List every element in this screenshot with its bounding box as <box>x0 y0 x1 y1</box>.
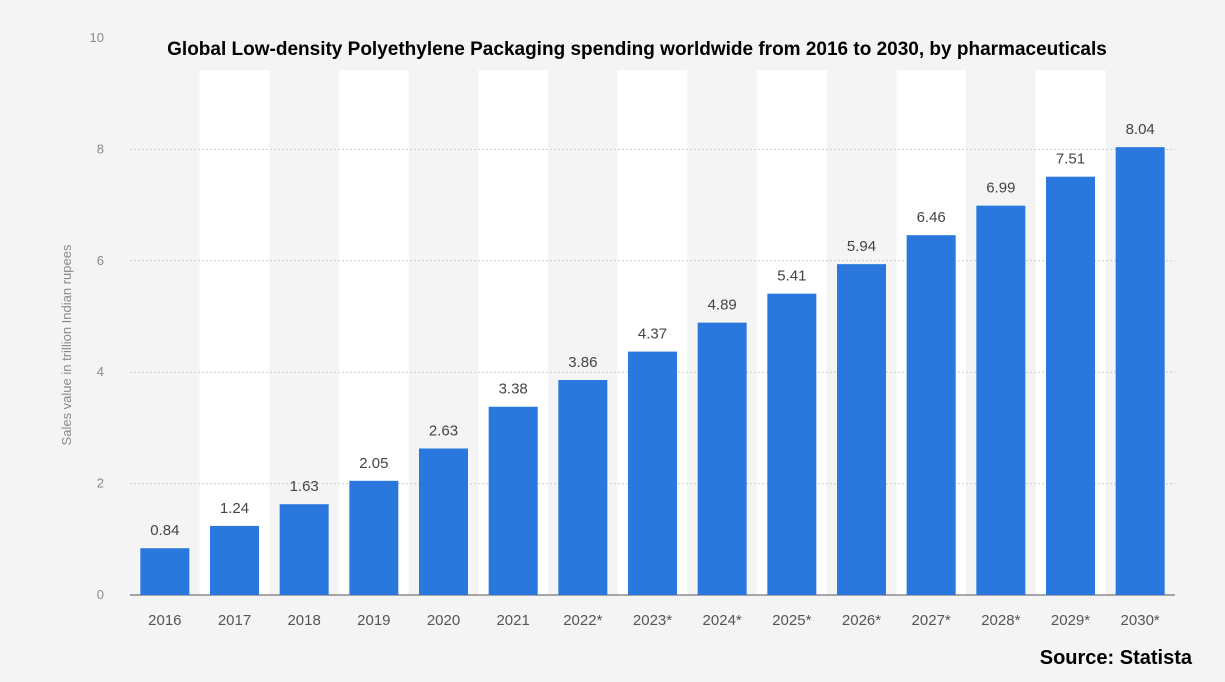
bar <box>349 480 399 595</box>
bar <box>1046 176 1095 595</box>
bar <box>488 406 538 595</box>
x-tick-label: 2018 <box>287 612 320 629</box>
value-label: 8.04 <box>1126 121 1155 138</box>
bar <box>279 504 329 595</box>
x-tick-label: 2024* <box>703 612 742 629</box>
x-tick-label: 2019 <box>357 612 390 629</box>
bar <box>1115 147 1165 595</box>
x-tick-label: 2028* <box>981 612 1020 629</box>
x-tick-label: 2022* <box>563 612 602 629</box>
x-tick-label: 2020 <box>427 612 460 629</box>
value-label: 1.63 <box>290 478 319 495</box>
x-tick-label: 2027* <box>912 612 951 629</box>
y-tick-label: 6 <box>97 253 104 268</box>
bar <box>976 205 1026 596</box>
value-label: 0.84 <box>150 522 179 539</box>
value-label: 2.05 <box>359 455 388 472</box>
x-tick-label: 2017 <box>218 612 251 629</box>
y-tick-label: 0 <box>97 587 104 602</box>
bar <box>558 379 608 595</box>
value-labels: 0.84 1.24 1.63 2.05 2.63 3.38 3.86 4.37 4.89 5.41… <box>150 121 1155 539</box>
bar <box>419 448 468 595</box>
x-tick-label: 2016 <box>148 612 181 629</box>
bar <box>628 351 677 595</box>
source-note: Source: Statista <box>1040 647 1193 669</box>
x-tick-label: 2026* <box>842 612 881 629</box>
y-tick-label: 2 <box>97 476 104 491</box>
value-label: 5.94 <box>847 238 876 255</box>
x-tick-label: 2029* <box>1051 612 1090 629</box>
value-label: 4.37 <box>638 326 667 343</box>
value-label: 5.41 <box>777 268 806 285</box>
value-label: 7.51 <box>1056 151 1085 168</box>
x-tick-label: 2023* <box>633 612 672 629</box>
value-label: 6.99 <box>986 180 1015 197</box>
value-label: 3.86 <box>568 354 597 371</box>
bar <box>837 264 886 595</box>
value-label: 1.24 <box>220 500 249 517</box>
column-band <box>199 70 270 595</box>
bar <box>697 322 747 595</box>
y-tick-label: 4 <box>97 364 104 379</box>
bar <box>140 548 190 595</box>
y-axis-ticks: 0 2 4 6 8 10 <box>90 30 104 602</box>
value-label: 4.89 <box>708 297 737 314</box>
x-tick-label: 2030* <box>1121 612 1160 629</box>
bar <box>906 235 956 596</box>
x-tick-label: 2021 <box>496 612 529 629</box>
y-tick-label: 8 <box>97 141 104 156</box>
value-label: 2.63 <box>429 423 458 440</box>
bar <box>210 525 259 595</box>
y-axis-label: Sales value in trillion Indian rupees <box>59 244 74 445</box>
bar <box>767 293 817 595</box>
x-tick-label: 2025* <box>772 612 811 629</box>
y-tick-label: 10 <box>90 30 104 45</box>
chart-title: Global Low-density Polyethylene Packagin… <box>167 39 1107 60</box>
x-axis-labels: 2016 2017 2018 2019 2020 2021 2022* 2023* 2024* 2… <box>148 612 1160 629</box>
bars <box>140 147 1165 596</box>
value-label: 3.38 <box>499 381 528 398</box>
value-label: 6.46 <box>917 209 946 226</box>
